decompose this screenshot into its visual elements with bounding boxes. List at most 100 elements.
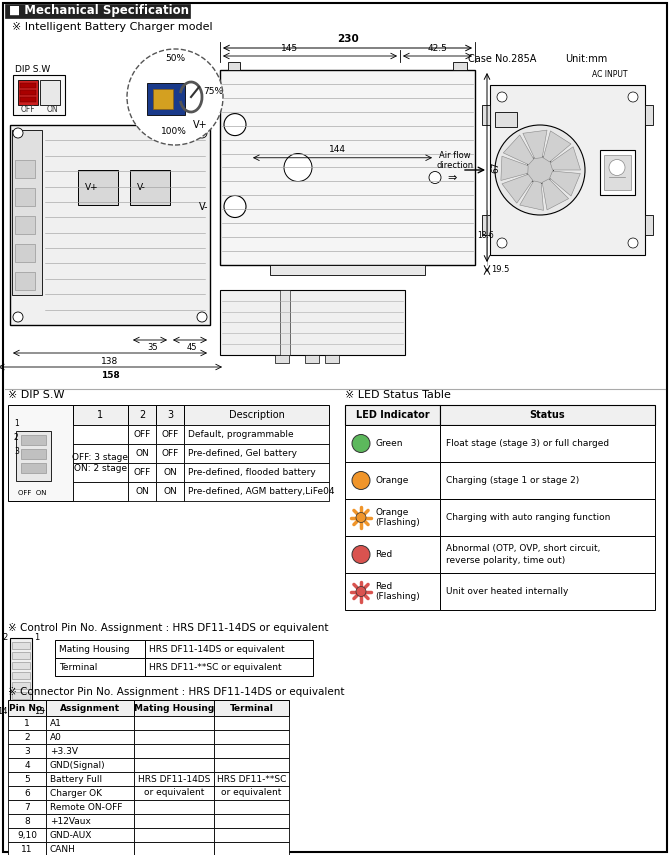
Bar (12, 682, 30, 689)
Text: ※ Control Pin No. Assignment : HRS DF11-14DS or equivalent: ※ Control Pin No. Assignment : HRS DF11-… (8, 623, 328, 633)
Text: GND(Signal): GND(Signal) (50, 760, 106, 770)
Bar (46, 744, 134, 758)
Bar (145, 658, 313, 676)
Text: Unit over heated internally: Unit over heated internally (446, 587, 568, 596)
Bar (12, 130, 42, 295)
Bar (600, 150, 635, 196)
Text: 145: 145 (281, 44, 299, 53)
Text: ON: ON (47, 105, 59, 115)
Text: Remote ON-OFF: Remote ON-OFF (50, 803, 123, 811)
Bar (128, 463, 156, 482)
Bar (145, 640, 313, 658)
Bar (13, 75, 65, 115)
Bar (156, 444, 184, 463)
Bar (8, 786, 46, 800)
Bar (46, 786, 134, 800)
Bar (184, 482, 329, 501)
Bar (130, 170, 170, 205)
Text: V-: V- (137, 184, 146, 192)
Bar (134, 800, 214, 814)
Bar (214, 772, 289, 786)
Text: 138: 138 (101, 357, 119, 366)
Text: HRS DF11-**SC
or equivalent: HRS DF11-**SC or equivalent (217, 775, 286, 797)
Circle shape (197, 312, 207, 322)
Text: Mating Housing: Mating Housing (59, 645, 129, 653)
Bar (134, 842, 214, 855)
Text: 50%: 50% (165, 55, 185, 63)
Text: HRS DF11-14DS or equivalent: HRS DF11-14DS or equivalent (149, 645, 285, 653)
Text: Assignment: Assignment (60, 704, 120, 712)
Bar (134, 758, 214, 772)
Circle shape (628, 238, 638, 248)
Text: V-: V- (198, 202, 208, 211)
Text: OFF  ON: OFF ON (18, 490, 46, 496)
Bar (10, 125, 210, 325)
Bar (12, 642, 30, 649)
Bar (8, 730, 46, 744)
Text: 1: 1 (97, 410, 104, 420)
Bar (345, 462, 440, 499)
Text: 7: 7 (24, 803, 30, 811)
Text: 1: 1 (34, 634, 40, 642)
Circle shape (13, 128, 23, 138)
Bar (134, 744, 214, 758)
Bar (8, 744, 46, 758)
Text: Orange
(Flashing): Orange (Flashing) (375, 508, 419, 528)
Text: OFF: 3 stage
ON: 2 stage: OFF: 3 stage ON: 2 stage (72, 453, 129, 473)
Text: Pre-defined, AGM battery,LiFe04: Pre-defined, AGM battery,LiFe04 (188, 487, 334, 496)
Bar (482, 215, 490, 235)
Bar (12, 652, 30, 659)
Bar (12, 672, 30, 679)
Text: Case No.285A: Case No.285A (468, 54, 537, 64)
Text: LED Indicator: LED Indicator (356, 410, 429, 420)
Bar (46, 772, 134, 786)
Text: HRS DF11-**SC or equivalent: HRS DF11-**SC or equivalent (149, 663, 281, 671)
Circle shape (284, 154, 312, 181)
Text: 75%: 75% (203, 87, 223, 97)
Bar (134, 772, 214, 786)
Bar (280, 290, 290, 355)
Text: A0: A0 (50, 733, 62, 741)
Bar (15, 188, 35, 206)
Bar (490, 85, 645, 255)
Circle shape (352, 434, 370, 452)
Circle shape (356, 512, 366, 522)
Circle shape (197, 128, 207, 138)
Text: 2: 2 (24, 733, 29, 741)
Bar (15, 272, 35, 290)
Bar (134, 828, 214, 842)
Text: Default, programmable: Default, programmable (188, 430, 293, 439)
Polygon shape (502, 174, 533, 203)
Bar (20, 97, 36, 102)
Bar (12, 662, 30, 669)
Bar (15, 160, 35, 178)
Text: OFF: OFF (133, 468, 151, 477)
Text: 67: 67 (491, 162, 500, 174)
Circle shape (527, 156, 553, 184)
Text: 3: 3 (24, 746, 30, 756)
Bar (184, 405, 329, 425)
Circle shape (497, 92, 507, 102)
Bar (147, 83, 185, 115)
Text: ⇒: ⇒ (448, 173, 457, 183)
Text: V+: V+ (85, 184, 98, 192)
Text: 158: 158 (100, 371, 119, 380)
Text: Orange: Orange (375, 476, 409, 485)
Bar (12, 692, 30, 699)
Bar (134, 814, 214, 828)
Bar (55, 658, 145, 676)
Text: Green: Green (375, 439, 403, 448)
Polygon shape (523, 130, 547, 158)
Circle shape (356, 587, 366, 597)
Bar (73, 425, 128, 444)
Bar (645, 215, 653, 235)
Text: Red
(Flashing): Red (Flashing) (375, 581, 419, 601)
Bar (440, 462, 655, 499)
Bar (46, 814, 134, 828)
Text: Abnormal (OTP, OVP, short circuit,
reverse polarity, time out): Abnormal (OTP, OVP, short circuit, rever… (446, 544, 600, 565)
Bar (184, 463, 329, 482)
Bar (128, 405, 156, 425)
Text: direction: direction (436, 162, 474, 170)
Text: OFF: OFF (21, 105, 36, 115)
Text: 11: 11 (21, 845, 33, 853)
